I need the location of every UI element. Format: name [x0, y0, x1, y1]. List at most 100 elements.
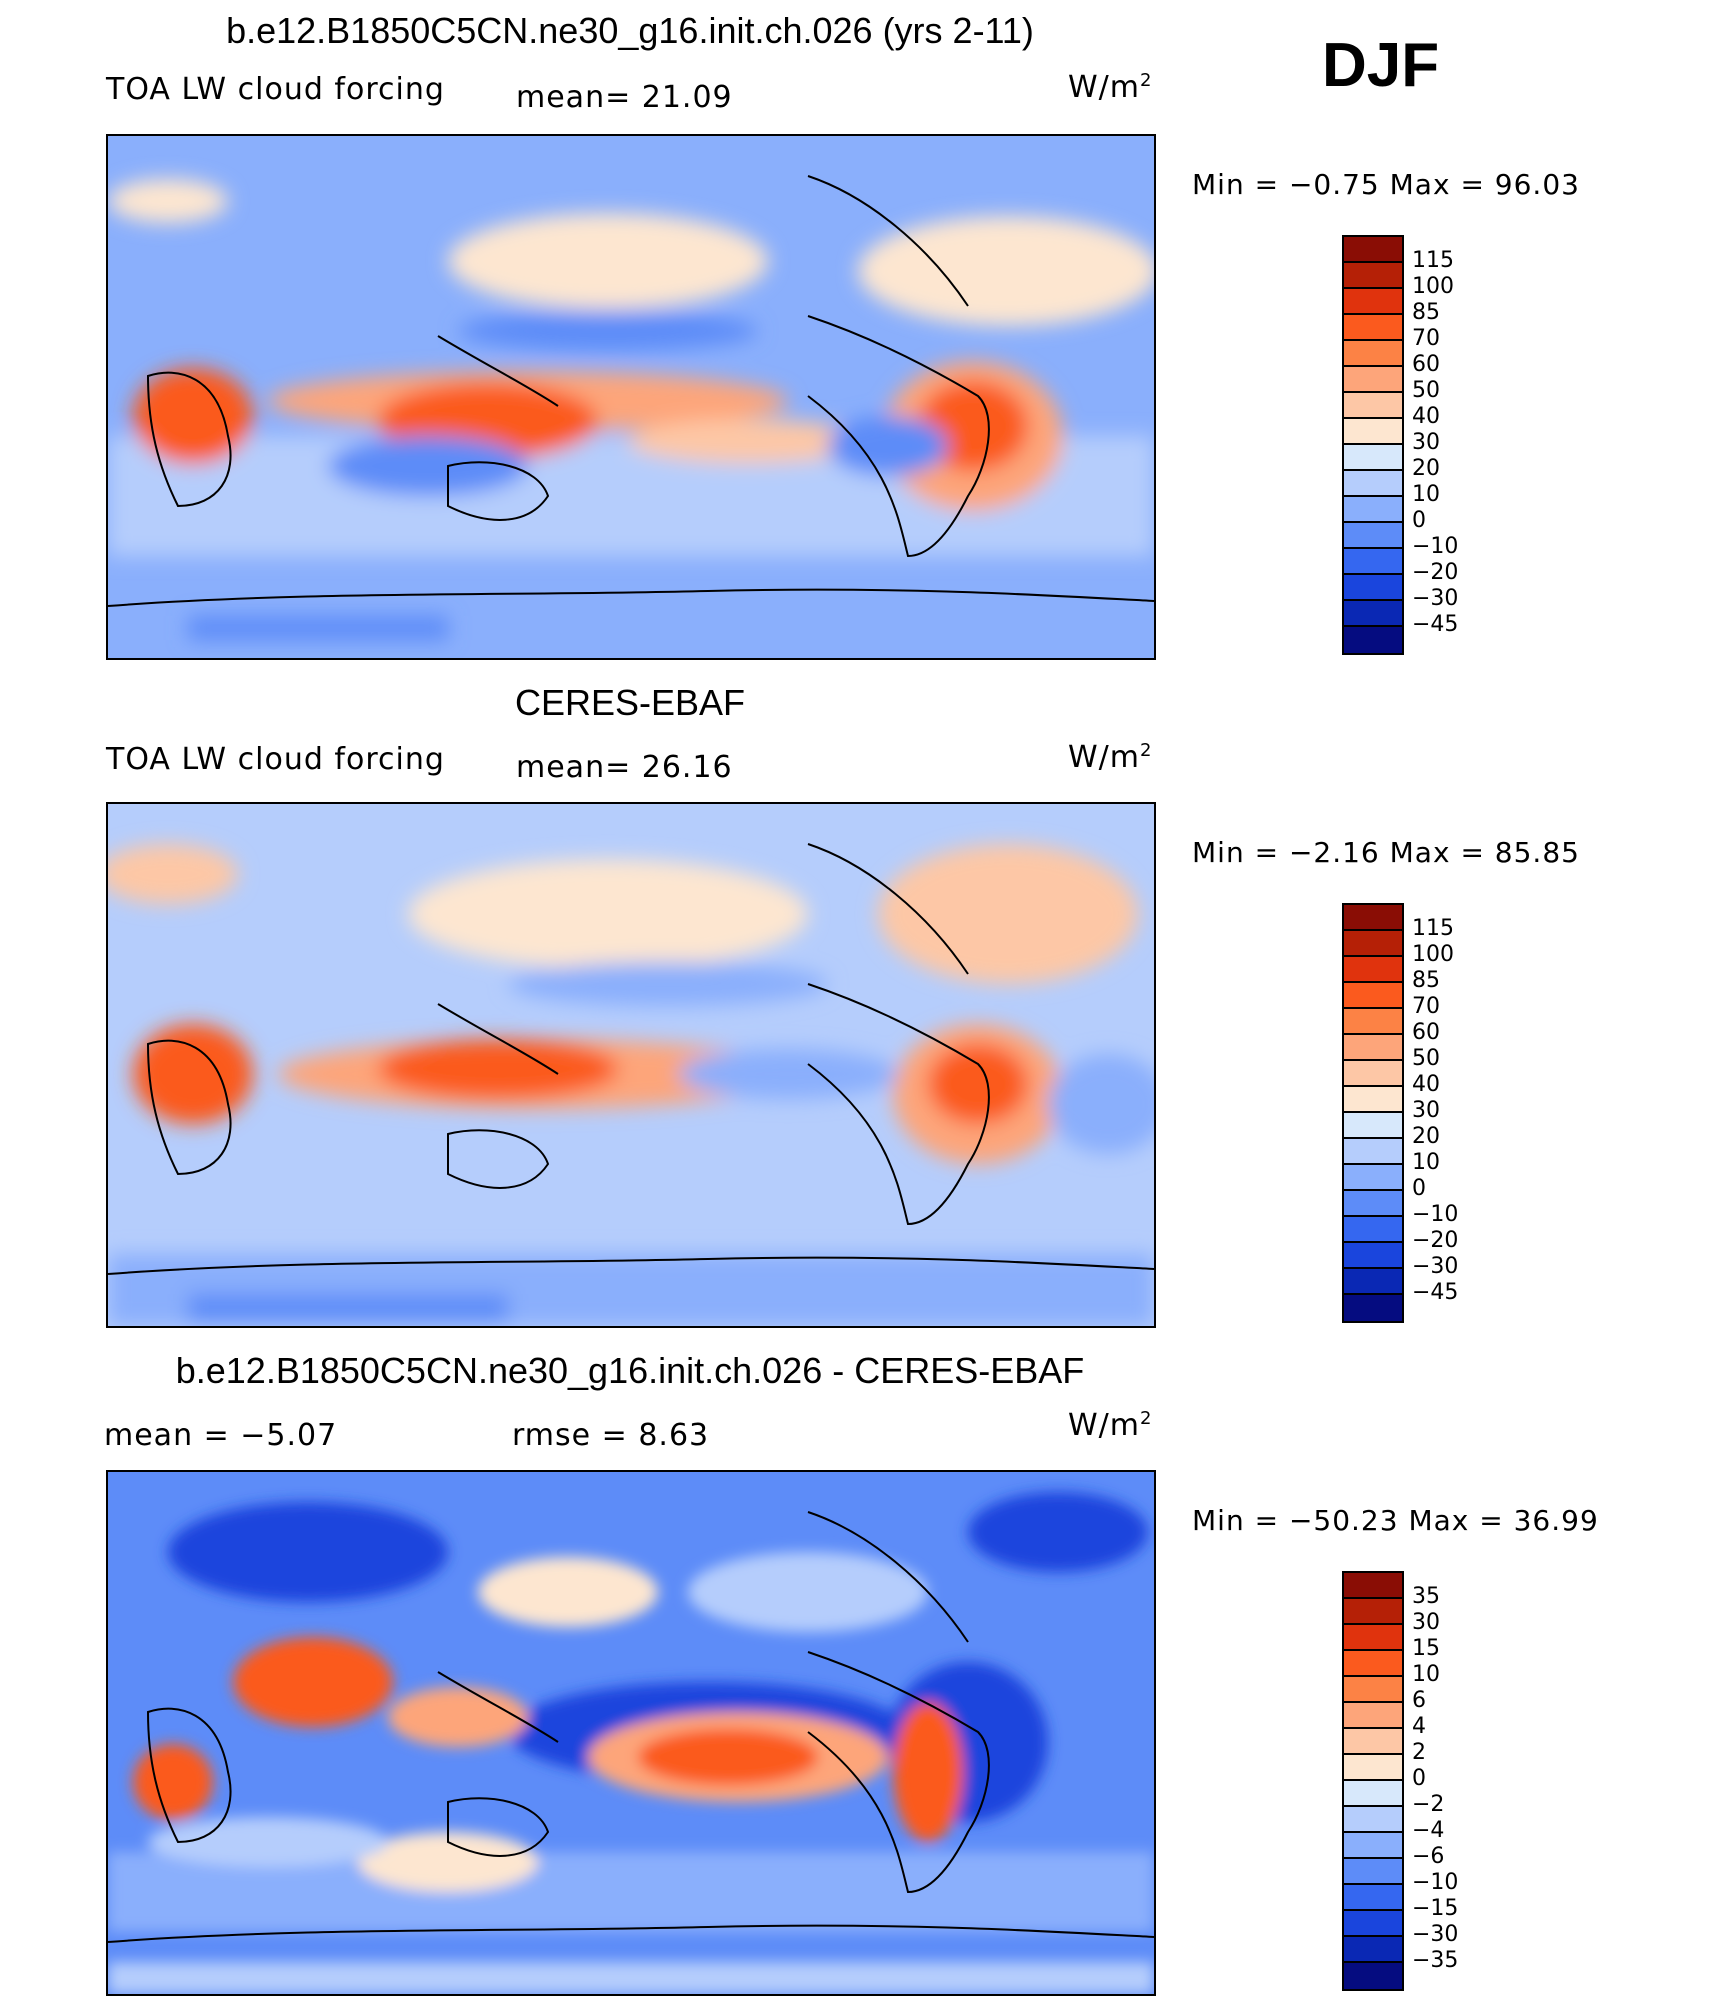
colorbar-swatch — [1344, 1911, 1402, 1937]
colorbar-swatch — [1344, 289, 1402, 315]
colorbar-swatch — [1344, 549, 1402, 575]
colorbar-swatch — [1344, 1651, 1402, 1677]
colorbar-tick-label: 50 — [1412, 378, 1440, 403]
colorbar-tick-label: −30 — [1412, 1254, 1459, 1279]
colorbar-swatch — [1344, 983, 1402, 1009]
panel-3-colorbar-labels: 35 30 15 10 6 4 2 0 −2 −4 −6 −10 −15 −30 −35 — [1412, 1584, 1458, 1974]
colorbar-tick-label: −30 — [1412, 586, 1459, 611]
panel-3-colorbar — [1342, 1571, 1404, 1991]
colorbar-swatch — [1344, 1625, 1402, 1651]
colorbar-swatch — [1344, 627, 1402, 653]
colorbar-tick-label: 20 — [1412, 1124, 1440, 1149]
panel-1-colorbar-labels: 115 100 85 70 60 50 40 30 20 10 0 −10 −20 −30 −45 — [1412, 248, 1458, 638]
colorbar-tick-label: 30 — [1412, 1610, 1440, 1635]
colorbar-swatch — [1344, 1113, 1402, 1139]
colorbar-tick-label: 10 — [1412, 1150, 1440, 1175]
panel-3-mean: mean = −5.07 — [104, 1418, 338, 1453]
colorbar-swatch — [1344, 497, 1402, 523]
colorbar-tick-label: 40 — [1412, 1072, 1440, 1097]
panel-2-title: CERES-EBAF — [514, 682, 746, 723]
colorbar-tick-label: −6 — [1412, 1844, 1445, 1869]
panel-3-title: b.e12.B1850C5CN.ne30_g16.init.ch.026 - C… — [175, 1350, 1085, 1391]
colorbar-swatch — [1344, 1087, 1402, 1113]
panel-3-min-max: Min = −50.23 Max = 36.99 — [1192, 1504, 1599, 1537]
colorbar-tick-label: 30 — [1412, 1098, 1440, 1123]
panel-1-units: W/m2 — [1068, 70, 1153, 105]
colorbar-tick-label: 20 — [1412, 456, 1440, 481]
colorbar-tick-label: −10 — [1412, 1870, 1459, 1895]
colorbar-swatch — [1344, 1937, 1402, 1963]
colorbar-tick-label: −35 — [1412, 1948, 1459, 1973]
panel-2-colorbar — [1342, 903, 1404, 1323]
colorbar-swatch — [1344, 445, 1402, 471]
colorbar-swatch — [1344, 905, 1402, 931]
colorbar-tick-label: −2 — [1412, 1792, 1445, 1817]
colorbar-swatch — [1344, 315, 1402, 341]
colorbar-swatch — [1344, 1963, 1402, 1989]
colorbar-tick-label: 50 — [1412, 1046, 1440, 1071]
colorbar-tick-label: 100 — [1412, 942, 1454, 967]
season-label: DJF — [1322, 31, 1440, 100]
colorbar-tick-label: 10 — [1412, 482, 1440, 507]
colorbar-swatch — [1344, 1139, 1402, 1165]
colorbar-swatch — [1344, 1599, 1402, 1625]
colorbar-tick-label: 70 — [1412, 326, 1440, 351]
colorbar-swatch — [1344, 1885, 1402, 1911]
colorbar-swatch — [1344, 523, 1402, 549]
colorbar-swatch — [1344, 367, 1402, 393]
colorbar-swatch — [1344, 1009, 1402, 1035]
colorbar-tick-label: −30 — [1412, 1922, 1459, 1947]
colorbar-swatch — [1344, 1217, 1402, 1243]
colorbar-swatch — [1344, 1755, 1402, 1781]
colorbar-tick-label: 0 — [1412, 1766, 1426, 1791]
colorbar-swatch — [1344, 957, 1402, 983]
colorbar-tick-label: 30 — [1412, 430, 1440, 455]
colorbar-tick-label: 100 — [1412, 274, 1454, 299]
colorbar-tick-label: −15 — [1412, 1896, 1459, 1921]
colorbar-tick-label: 2 — [1412, 1740, 1426, 1765]
panel-2-min-max: Min = −2.16 Max = 85.85 — [1192, 836, 1580, 869]
colorbar-tick-label: −45 — [1412, 1280, 1459, 1305]
colorbar-tick-label: 115 — [1412, 248, 1454, 273]
panel-3-rmse: rmse = 8.63 — [512, 1418, 710, 1453]
colorbar-tick-label: 60 — [1412, 1020, 1440, 1045]
colorbar-swatch — [1344, 1035, 1402, 1061]
colorbar-swatch — [1344, 341, 1402, 367]
colorbar-swatch — [1344, 1269, 1402, 1295]
colorbar-tick-label: 15 — [1412, 1636, 1440, 1661]
panel-2-variable-label: TOA LW cloud forcing — [106, 742, 445, 777]
colorbar-tick-label: 60 — [1412, 352, 1440, 377]
colorbar-tick-label: 10 — [1412, 1662, 1440, 1687]
panel-1-title: b.e12.B1850C5CN.ne30_g16.init.ch.026 (yr… — [226, 10, 1034, 51]
colorbar-tick-label: 85 — [1412, 968, 1440, 993]
colorbar-tick-label: 40 — [1412, 404, 1440, 429]
panel-1-colorbar — [1342, 235, 1404, 655]
colorbar-tick-label: 6 — [1412, 1688, 1426, 1713]
panel-2-map — [106, 802, 1156, 1328]
colorbar-swatch — [1344, 1677, 1402, 1703]
colorbar-swatch — [1344, 263, 1402, 289]
colorbar-swatch — [1344, 1729, 1402, 1755]
colorbar-swatch — [1344, 1703, 1402, 1729]
colorbar-tick-label: 70 — [1412, 994, 1440, 1019]
colorbar-tick-label: 0 — [1412, 1176, 1426, 1201]
colorbar-swatch — [1344, 931, 1402, 957]
colorbar-swatch — [1344, 471, 1402, 497]
panel-3-map — [106, 1470, 1156, 1996]
panel-1-min-max: Min = −0.75 Max = 96.03 — [1192, 168, 1580, 201]
colorbar-tick-label: −10 — [1412, 534, 1459, 559]
colorbar-swatch — [1344, 393, 1402, 419]
colorbar-swatch — [1344, 1833, 1402, 1859]
panel-3-units: W/m2 — [1068, 1408, 1153, 1443]
panel-1-mean: mean= 21.09 — [516, 80, 733, 115]
panel-2-mean: mean= 26.16 — [516, 750, 733, 785]
colorbar-swatch — [1344, 1859, 1402, 1885]
colorbar-swatch — [1344, 419, 1402, 445]
colorbar-tick-label: 115 — [1412, 916, 1454, 941]
colorbar-swatch — [1344, 1191, 1402, 1217]
colorbar-swatch — [1344, 1061, 1402, 1087]
colorbar-tick-label: −20 — [1412, 1228, 1459, 1253]
panel-1-variable-label: TOA LW cloud forcing — [106, 72, 445, 107]
colorbar-tick-label: 0 — [1412, 508, 1426, 533]
colorbar-swatch — [1344, 575, 1402, 601]
